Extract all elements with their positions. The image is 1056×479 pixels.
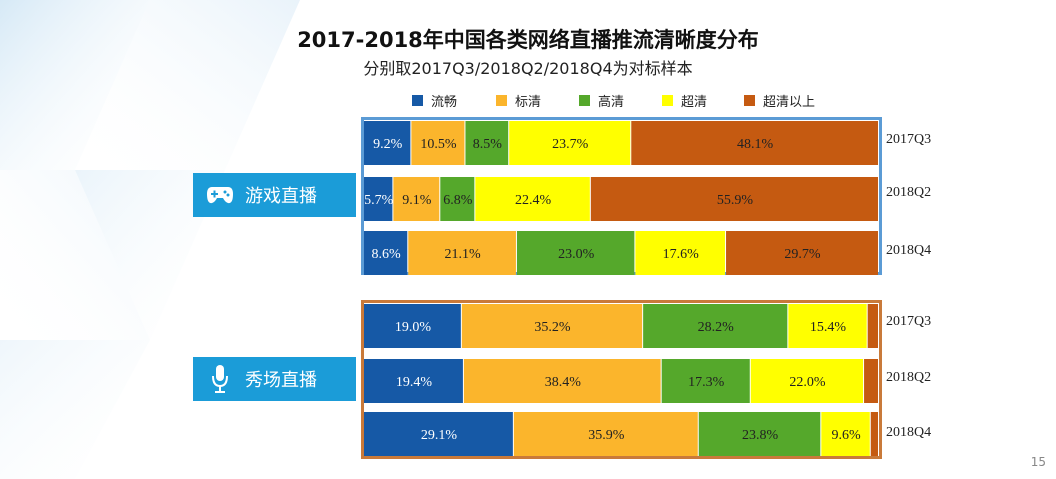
row-label-game-2018q2: 2018Q2 — [886, 185, 932, 200]
legend-item-chaoqing-yishang: 超清以上 — [744, 91, 816, 110]
data-label: 6.8% — [443, 193, 473, 208]
show-live-panel — [361, 300, 882, 459]
microphone-icon — [205, 365, 235, 393]
bar-segment-liuchang — [364, 231, 408, 275]
gamepad-icon — [205, 182, 235, 208]
bar-segment-gaoqing — [440, 177, 475, 221]
data-label: 29.1% — [421, 428, 458, 443]
data-label: 9.1% — [402, 193, 432, 208]
data-label: 21.1% — [445, 247, 482, 262]
bar-segment-gaoqing — [465, 121, 509, 165]
legend-swatch — [744, 94, 755, 106]
bar-segment-chaoqing-yishang — [864, 359, 878, 403]
bar-segment-chaoqing-yishang — [726, 231, 878, 275]
legend-swatch — [662, 94, 673, 106]
bar-segment-biaoqing — [461, 304, 643, 348]
row-label-game-2017q3: 2017Q3 — [886, 132, 932, 147]
bar-segment-chaoqing-yishang — [870, 412, 878, 456]
data-label: 19.4% — [396, 375, 433, 390]
bar-segment-chaoqing — [821, 412, 870, 456]
bar-segment-chaoqing — [750, 359, 864, 403]
legend-item-biaoqing: 标清 — [496, 91, 542, 110]
group-label-text: 秀场直播 — [245, 370, 317, 391]
group-label-game-live: 游戏直播 — [193, 173, 356, 217]
bar-segment-liuchang — [364, 121, 411, 165]
bar-segment-liuchang — [364, 359, 463, 403]
data-label: 23.8% — [742, 428, 779, 443]
legend-item-gaoqing: 高清 — [579, 91, 625, 110]
chart-title: 2017-2018年中国各类网络直播推流清晰度分布 — [297, 28, 759, 52]
data-label: 29.7% — [784, 247, 821, 262]
chart-subtitle: 分别取2017Q3/2018Q2/2018Q4为对标样本 — [363, 59, 693, 78]
bar-segment-biaoqing — [408, 231, 516, 275]
legend-swatch — [412, 94, 423, 106]
legend-label: 标清 — [515, 94, 542, 110]
row-label-show-2018q4: 2018Q4 — [886, 425, 932, 440]
legend-swatch — [496, 94, 507, 106]
bar-segment-gaoqing — [698, 412, 821, 456]
data-label: 9.6% — [831, 428, 861, 443]
data-label: 10.5% — [420, 137, 457, 152]
bar-segment-chaoqing — [475, 177, 590, 221]
legend-item-liuchang: 流畅 — [412, 91, 458, 110]
data-label: 35.2% — [534, 320, 571, 335]
group-label-show-live: 秀场直播 — [193, 357, 356, 401]
bar-segment-chaoqing-yishang — [590, 177, 878, 221]
legend-swatch — [579, 94, 590, 106]
page-number: 15 — [1030, 455, 1046, 469]
data-label: 17.3% — [688, 375, 725, 390]
row-label-show-2017q3: 2017Q3 — [886, 314, 932, 329]
bar-segment-liuchang — [364, 412, 513, 456]
legend-item-chaoqing: 超清 — [662, 91, 708, 110]
bar-segment-gaoqing — [516, 231, 635, 275]
bar-segment-chaoqing — [509, 121, 631, 165]
bar-segment-chaoqing — [635, 231, 726, 275]
bar-segment-gaoqing — [661, 359, 750, 403]
data-label: 55.9% — [717, 193, 754, 208]
data-label: 8.6% — [372, 247, 402, 262]
bar-segment-biaoqing — [463, 359, 661, 403]
bar-segment-gaoqing — [643, 304, 788, 348]
data-label: 38.4% — [545, 375, 582, 390]
bar-segment-biaoqing — [393, 177, 440, 221]
group-label-text: 游戏直播 — [245, 186, 317, 207]
row-label-game-2018q4: 2018Q4 — [886, 243, 932, 258]
data-label: 35.9% — [588, 428, 625, 443]
data-label: 15.4% — [810, 320, 847, 335]
bar-segment-biaoqing — [513, 412, 698, 456]
data-label: 48.1% — [737, 137, 774, 152]
legend-label: 超清 — [681, 94, 708, 110]
bar-segment-liuchang — [364, 177, 393, 221]
data-label: 8.5% — [473, 137, 503, 152]
bar-segment-chaoqing-yishang — [631, 121, 878, 165]
row-label-show-2018q2: 2018Q2 — [886, 370, 932, 385]
data-label: 23.0% — [558, 247, 595, 262]
bar-segment-biaoqing — [411, 121, 465, 165]
data-label: 22.4% — [515, 193, 552, 208]
data-label: 9.2% — [373, 137, 403, 152]
bar-segment-liuchang — [364, 304, 461, 348]
legend-label: 流畅 — [431, 94, 458, 110]
legend-label: 超清以上 — [763, 94, 816, 110]
data-label: 5.7% — [364, 193, 394, 208]
bar-segment-chaoqing — [788, 304, 867, 348]
legend-label: 高清 — [598, 94, 625, 110]
data-label: 19.0% — [395, 320, 432, 335]
data-label: 17.6% — [663, 247, 700, 262]
data-label: 22.0% — [789, 375, 826, 390]
data-label: 28.2% — [698, 320, 735, 335]
bar-segment-chaoqing-yishang — [867, 304, 878, 348]
data-label: 23.7% — [552, 137, 589, 152]
